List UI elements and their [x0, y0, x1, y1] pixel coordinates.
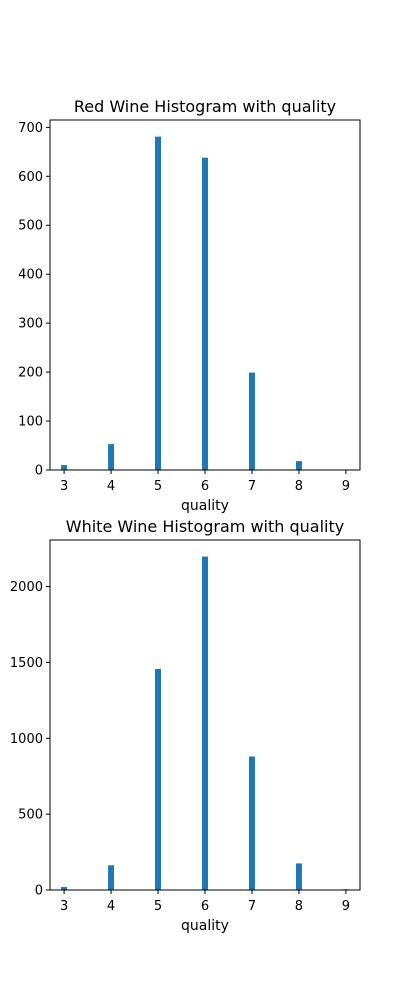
x-tick-label: 7 [248, 899, 256, 914]
bar-6 [202, 556, 208, 890]
x-tick-label: 3 [60, 479, 68, 494]
y-axis-ticks: 0 500 1000 1500 2000 [10, 580, 50, 899]
bars-group [61, 556, 349, 890]
bar-5 [155, 136, 162, 470]
y-tick-label: 100 [18, 415, 43, 430]
x-tick-label: 4 [107, 899, 115, 914]
x-tick-label: 6 [201, 479, 209, 494]
x-tick-label: 3 [60, 899, 68, 914]
x-axis-ticks: 3 4 5 6 7 8 9 [60, 470, 350, 494]
bar-8 [295, 461, 302, 470]
chart-title: White Wine Histogram with quality [66, 517, 344, 536]
x-axis-label: quality [181, 918, 229, 934]
y-tick-label: 200 [18, 366, 43, 381]
bars-group [61, 136, 302, 470]
white-wine-histogram: White Wine Histogram with quality 3 4 5 6 7 8… [10, 517, 361, 934]
y-axis-ticks: 0 100 200 300 400 500 600 700 [18, 121, 50, 479]
x-tick-label: 5 [154, 899, 162, 914]
bar-7 [248, 372, 255, 470]
y-tick-label: 1000 [10, 732, 43, 747]
y-tick-label: 0 [35, 464, 43, 479]
y-tick-label: 0 [35, 884, 43, 899]
x-tick-label: 8 [295, 479, 303, 494]
y-tick-label: 2000 [10, 580, 43, 595]
x-tick-label: 5 [154, 479, 162, 494]
y-tick-label: 600 [18, 170, 43, 185]
bar-3 [61, 886, 68, 890]
y-tick-label: 500 [18, 219, 43, 234]
x-tick-label: 7 [248, 479, 256, 494]
chart-title: Red Wine Histogram with quality [74, 97, 336, 116]
y-tick-label: 300 [18, 317, 43, 332]
bar-4 [108, 865, 115, 890]
y-tick-label: 1500 [10, 656, 43, 671]
x-tick-label: 9 [342, 479, 350, 494]
x-tick-label: 8 [295, 899, 303, 914]
x-axis-label: quality [181, 498, 229, 514]
x-axis-ticks: 3 4 5 6 7 8 9 [60, 890, 350, 914]
x-tick-label: 6 [201, 899, 209, 914]
bar-8 [295, 863, 302, 890]
bar-4 [108, 444, 115, 470]
bar-3 [61, 465, 68, 470]
bar-5 [155, 668, 162, 890]
y-tick-label: 700 [18, 121, 43, 136]
y-tick-label: 400 [18, 268, 43, 283]
y-tick-label: 500 [18, 808, 43, 823]
x-tick-label: 4 [107, 479, 115, 494]
bar-6 [202, 157, 208, 470]
x-tick-label: 9 [342, 899, 350, 914]
bar-7 [248, 756, 255, 890]
